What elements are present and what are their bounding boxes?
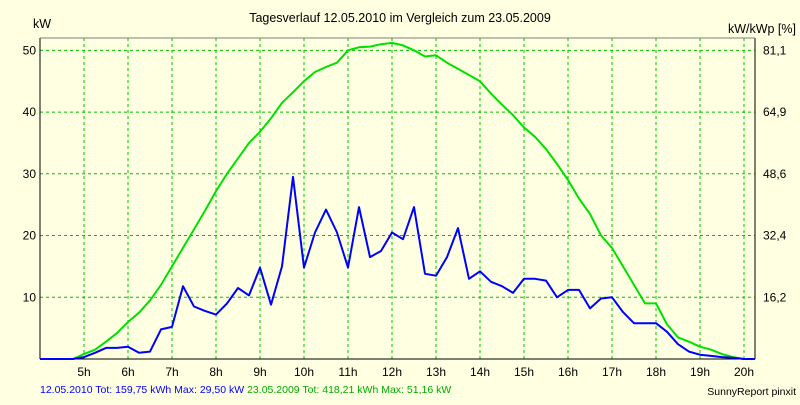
x-tick-18h: 18h (646, 365, 666, 379)
y-left-tick-40: 40 (23, 105, 37, 119)
y-left-tick-30: 30 (23, 167, 37, 181)
legend-blue-max-value: 29,50 kW (200, 384, 244, 396)
x-tick-19h: 19h (690, 365, 710, 379)
legend-green-tot-value: 418,21 kWh (322, 384, 378, 396)
y-right-tick-0: 16,2 (763, 290, 787, 304)
legend-green-max-label: Max: (381, 384, 404, 396)
y-left-tick-10: 10 (23, 290, 37, 304)
left-axis-unit: kW (33, 17, 51, 31)
x-tick-14h: 14h (470, 365, 490, 379)
grid-lines (40, 38, 755, 359)
tick-labels: 5h 6h 7h 8h 9h 10h 11h 12h 13h 14h 15h 16h 17h 18h 19h… (23, 43, 787, 379)
x-tick-16h: 16h (558, 365, 578, 379)
x-tick-8h: 8h (209, 365, 222, 379)
y-right-tick-1: 32,4 (763, 229, 787, 243)
x-tick-5h: 5h (77, 365, 90, 379)
y-left-tick-50: 50 (23, 43, 37, 57)
right-axis-unit: kW/kWp [%] (728, 22, 796, 36)
legend-green-tot-label: Tot: (302, 384, 319, 396)
legend-blue-tot-label: Tot: (95, 384, 112, 396)
legend-green-date: 23.05.2009 (247, 384, 300, 396)
x-tick-12h: 12h (382, 365, 402, 379)
series-line-23.05.2009 (40, 41, 755, 360)
y-right-tick-3: 64,9 (763, 105, 787, 119)
legend-green-max-value: 51,16 kW (407, 384, 451, 396)
x-tick-13h: 13h (426, 365, 446, 379)
x-tick-17h: 17h (602, 365, 622, 379)
axes (39, 37, 756, 360)
y-left-tick-20: 20 (23, 229, 37, 243)
x-tick-6h: 6h (121, 365, 134, 379)
x-tick-20h: 20h (734, 365, 754, 379)
footer-legend: 12.05.2010 Tot: 159,75 kWh Max: 29,50 kW… (40, 384, 451, 396)
x-tick-9h: 9h (253, 365, 266, 379)
x-tick-10h: 10h (294, 365, 314, 379)
data-series (40, 41, 755, 360)
chart-title: Tagesverlauf 12.05.2010 im Vergleich zum… (249, 11, 551, 25)
legend-blue-tot-value: 159,75 kWh (115, 384, 171, 396)
series-line-12.05.2010 (40, 175, 755, 360)
x-tick-7h: 7h (165, 365, 178, 379)
legend-blue-max-label: Max: (174, 384, 197, 396)
legend-blue-date: 12.05.2010 (40, 384, 93, 396)
y-right-tick-2: 48,6 (763, 167, 787, 181)
x-tick-11h: 11h (338, 365, 357, 379)
credit-text: SunnyReport pinxit (707, 386, 796, 398)
y-right-tick-4: 81,1 (763, 43, 787, 57)
x-tick-15h: 15h (514, 365, 534, 379)
